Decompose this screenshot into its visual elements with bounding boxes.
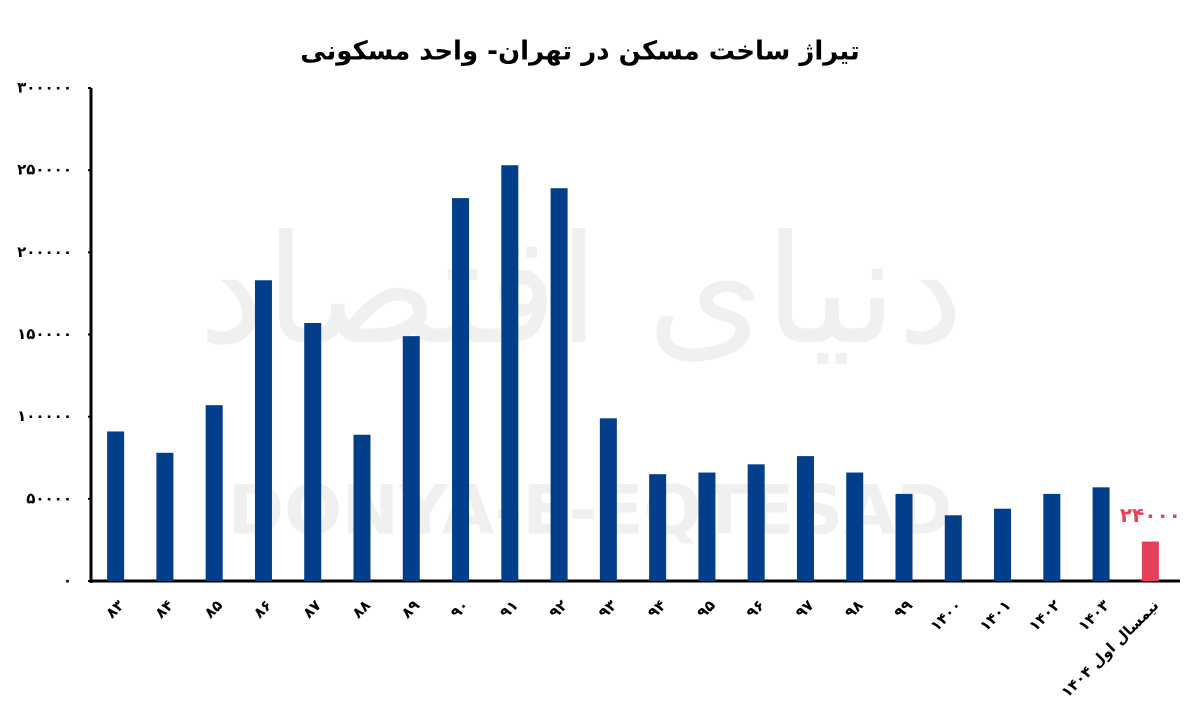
bar bbox=[846, 472, 864, 581]
y-tick-label: ۲۵۰۰۰۰ bbox=[17, 161, 72, 179]
bar bbox=[747, 464, 765, 581]
bar bbox=[944, 515, 962, 581]
x-tick-label: ۹۸ bbox=[841, 596, 867, 622]
x-tick-label: ۹۴ bbox=[644, 596, 670, 622]
bar bbox=[649, 474, 667, 581]
bar bbox=[796, 456, 814, 581]
bar bbox=[599, 418, 617, 581]
x-tick-label: ۹۱ bbox=[496, 596, 522, 622]
x-tick-label: ۸۶ bbox=[250, 596, 276, 622]
bar bbox=[304, 322, 322, 581]
x-tick-label: ۹۶ bbox=[743, 596, 769, 622]
bar bbox=[501, 165, 519, 581]
bar bbox=[550, 188, 568, 581]
watermark-fa: دنیای اقتصاد bbox=[198, 204, 964, 378]
x-tick-label: ۹۵ bbox=[693, 596, 719, 622]
bar bbox=[156, 452, 174, 581]
bar bbox=[1092, 487, 1110, 581]
value-label: ۲۴۰۰۰ bbox=[1120, 503, 1181, 527]
x-tick-label: ۱۴۰۰ bbox=[927, 596, 966, 635]
y-tick-label: ۲۰۰۰۰۰ bbox=[17, 243, 72, 261]
x-tick-label: ۸۳ bbox=[102, 596, 128, 622]
x-tick-label: ۹۷ bbox=[792, 596, 818, 622]
x-tick-label: ۱۴۰۲ bbox=[1025, 596, 1064, 635]
x-tick-label: ۹۳ bbox=[595, 596, 621, 622]
x-tick-label: ۸۴ bbox=[151, 596, 177, 622]
bar bbox=[895, 493, 913, 581]
y-tick-label: ۱۰۰۰۰۰ bbox=[17, 407, 72, 425]
bar bbox=[1141, 541, 1159, 581]
y-tick-label: ۱۵۰۰۰۰ bbox=[17, 325, 72, 343]
y-tick-label: ۳۰۰۰۰۰ bbox=[17, 79, 72, 97]
x-tick-label: ۹۰ bbox=[447, 596, 473, 622]
x-tick-label: ۸۷ bbox=[299, 596, 325, 622]
bar bbox=[452, 198, 470, 581]
x-tick-label: ۸۵ bbox=[201, 596, 227, 622]
y-tick-label: ۵۰۰۰۰ bbox=[26, 489, 72, 507]
x-tick-label: ۱۴۰۱ bbox=[976, 596, 1015, 635]
bar bbox=[698, 472, 716, 581]
bar bbox=[1043, 493, 1061, 581]
bar bbox=[205, 405, 223, 581]
bar bbox=[994, 508, 1012, 581]
watermark: DONYA-E-EQTESAD bbox=[228, 472, 953, 551]
bar bbox=[353, 434, 371, 581]
bar bbox=[402, 336, 420, 581]
bar bbox=[107, 431, 125, 581]
chart-title: تیراژ ساخت مسکن در تهران- واحد مسکونی bbox=[300, 37, 860, 67]
x-tick-label: ۸۹ bbox=[398, 596, 424, 622]
bar bbox=[254, 280, 272, 581]
x-tick-label: ۱۴۰۳ bbox=[1074, 596, 1113, 635]
x-tick-label: ۸۸ bbox=[348, 596, 374, 622]
y-tick-label: ۰ bbox=[63, 572, 72, 590]
x-tick-label: ۹۹ bbox=[890, 596, 916, 622]
x-tick-label: ۹۲ bbox=[545, 596, 571, 622]
